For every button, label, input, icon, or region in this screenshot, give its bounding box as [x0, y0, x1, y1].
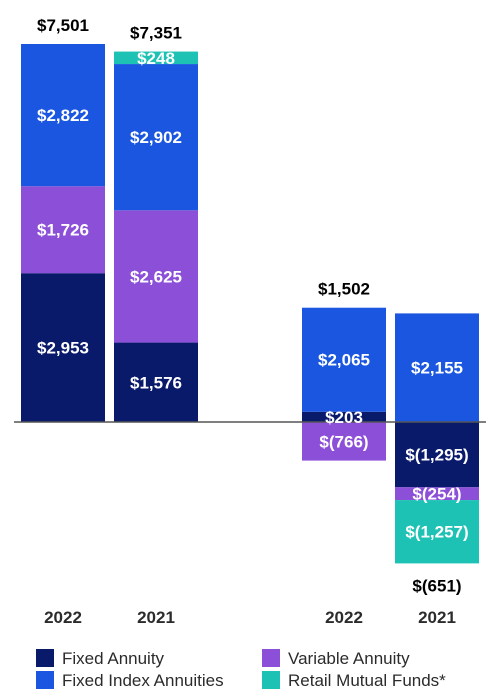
- segment-value-label: $2,902: [130, 128, 182, 147]
- segment-value-label: $(254): [412, 485, 461, 504]
- segment-value-label: $(1,257): [405, 523, 468, 542]
- segment-value-label: $(766): [319, 432, 368, 451]
- legend-swatch-fixed-annuity: [36, 649, 54, 667]
- bar-segment-fixed-index-annuities: [114, 64, 198, 211]
- legend-label: Variable Annuity: [288, 649, 410, 668]
- labels-layer: $2,953 $1,726 $2,822 $7,501 2022 $1,576 $2,625…: [37, 16, 469, 627]
- segment-value-label: $203: [325, 408, 363, 427]
- legend-swatch-fixed-index-annuities: [36, 671, 54, 689]
- bar-segment-fixed-index-annuities: [395, 313, 479, 422]
- bar-segment-fixed-index-annuities: [21, 44, 105, 187]
- bar-total-label: $1,502: [318, 280, 370, 299]
- segment-value-label: $(1,295): [405, 446, 468, 465]
- bar-segment-variable-annuity: [21, 186, 105, 274]
- bar-segment-fixed-index-annuities: [302, 307, 386, 412]
- bar-segment-variable-annuity: [114, 210, 198, 343]
- legend-swatch-retail-mutual-funds: [262, 671, 280, 689]
- segment-value-label: $2,953: [37, 339, 89, 358]
- legend-label: Fixed Index Annuities: [62, 671, 224, 690]
- segment-value-label: $1,726: [37, 221, 89, 240]
- bar-segment-retail-mutual-funds: [114, 51, 198, 65]
- bar-segment-variable-annuity: [395, 487, 479, 501]
- year-tick-label: 2021: [418, 608, 456, 627]
- segment-value-label: $1,576: [130, 373, 182, 392]
- segment-value-label: $2,155: [411, 359, 463, 378]
- legend: Fixed Annuity Variable Annuity Fixed Index…: [36, 649, 446, 690]
- legend-label: Retail Mutual Funds*: [288, 671, 446, 690]
- segment-value-label: $2,625: [130, 267, 182, 286]
- segment-value-label: $2,822: [37, 106, 89, 125]
- bar-segment-fixed-annuity: [114, 342, 198, 422]
- year-tick-label: 2021: [137, 608, 175, 627]
- segment-value-label: $2,065: [318, 351, 370, 370]
- legend-swatch-variable-annuity: [262, 649, 280, 667]
- bar-segment-variable-annuity: [302, 422, 386, 461]
- bar-segment-fixed-annuity: [302, 411, 386, 422]
- bar-total-label: $7,501: [37, 16, 89, 35]
- bar-segment-retail-mutual-funds: [395, 500, 479, 564]
- bar-total-label: $(651): [412, 576, 461, 595]
- bars-layer: [21, 44, 479, 564]
- year-tick-label: 2022: [325, 608, 363, 627]
- year-tick-label: 2022: [44, 608, 82, 627]
- bar-total-label: $7,351: [130, 24, 182, 43]
- bar-segment-fixed-annuity: [395, 422, 479, 488]
- legend-label: Fixed Annuity: [62, 649, 165, 668]
- segment-value-label: $248: [137, 49, 175, 68]
- bar-segment-fixed-annuity: [21, 273, 105, 422]
